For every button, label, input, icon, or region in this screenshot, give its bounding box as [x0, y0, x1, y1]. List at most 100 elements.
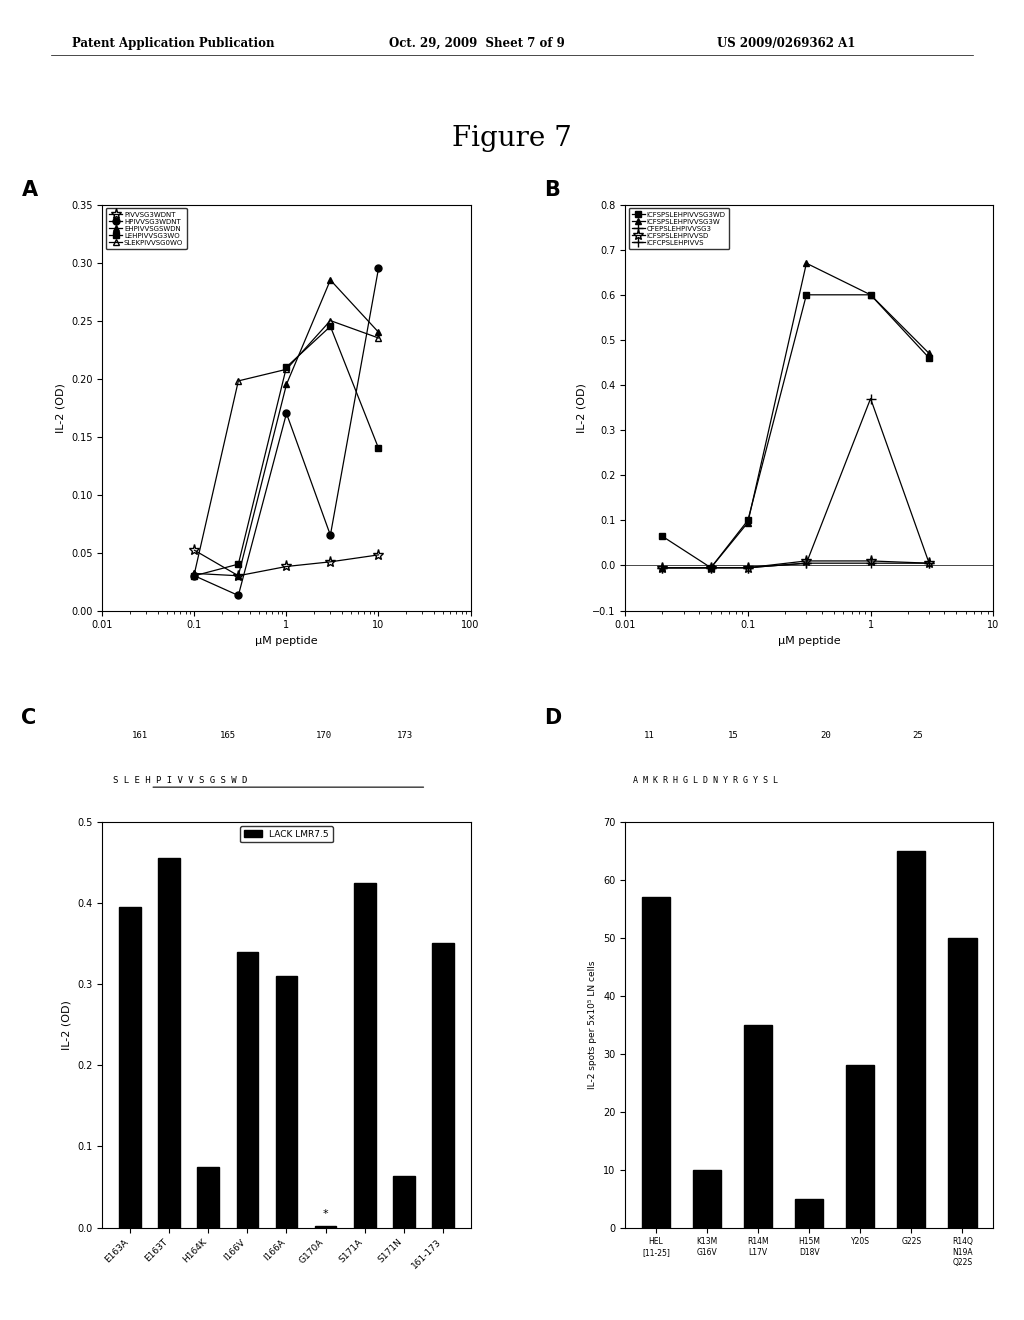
- Text: 173: 173: [397, 731, 413, 741]
- Text: C: C: [22, 708, 37, 729]
- SLEKPIVVSG0WO: [232, 374, 245, 389]
- Text: 15: 15: [728, 731, 739, 741]
- Bar: [897, 850, 926, 1228]
- ICFSPSLEHPIVVSG3WD: [656, 528, 669, 544]
- SLEKPIVVSG0WO: [281, 362, 293, 378]
- Text: Figure 7: Figure 7: [452, 125, 572, 152]
- Text: 161: 161: [132, 731, 148, 741]
- ICFSPSLEHPIVVSG3WD: [705, 560, 717, 576]
- Line: HPIVVSG3WDNT: HPIVVSG3WDNT: [190, 265, 382, 599]
- PIVVSG3WDNT: [232, 568, 245, 583]
- HPIVVSG3WDNT: [325, 527, 337, 543]
- ICFCPSLEHPIVVS: [741, 560, 754, 576]
- LEHPIVVSG3WO: [373, 441, 385, 457]
- Legend: PIVVSG3WDNT, HPIVVSG3WDNT, EHPIVVSGSWDN, LEHPIVVSG3WO, SLEKPIVVSG0WO: PIVVSG3WDNT, HPIVVSG3WDNT, EHPIVVSGSWDN,…: [105, 209, 186, 249]
- Bar: [275, 975, 297, 1228]
- Bar: [354, 883, 376, 1228]
- ICFSPSLEHPIVVSG3W: [741, 515, 754, 531]
- ICFSPSLEHPIVVSG3WD: [864, 286, 877, 302]
- CFEPSLEHPIVVSG3: [741, 560, 754, 576]
- ICFSPSLEHPIVVSD: [923, 556, 935, 572]
- Line: ICFSPSLEHPIVVSD: ICFSPSLEHPIVVSD: [656, 556, 935, 573]
- Legend: ICFSPSLEHPIVVSG3WD, ICFSPSLEHPIVVSG3W, CFEPSLEHPIVVSG3, ICFSPSLEHPIVVSD, ICFCPSL: ICFSPSLEHPIVVSG3WD, ICFSPSLEHPIVVSG3W, C…: [629, 209, 729, 249]
- Text: 20: 20: [820, 731, 831, 741]
- Text: B: B: [544, 181, 560, 201]
- ICFSPSLEHPIVVSD: [705, 560, 717, 576]
- ICFSPSLEHPIVVSD: [741, 560, 754, 576]
- Text: 25: 25: [912, 731, 923, 741]
- ICFSPSLEHPIVVSG3WD: [801, 286, 813, 302]
- Line: LEHPIVVSG3WO: LEHPIVVSG3WO: [190, 323, 382, 579]
- Line: SLEKPIVVSG0WO: SLEKPIVVSG0WO: [190, 317, 382, 577]
- ICFSPSLEHPIVVSG3W: [923, 346, 935, 362]
- Text: A M K R H G L D N Y R G Y S L: A M K R H G L D N Y R G Y S L: [633, 776, 777, 785]
- Text: 165: 165: [220, 731, 237, 741]
- ICFSPSLEHPIVVSG3WD: [741, 512, 754, 528]
- EHPIVVSGSWDN: [373, 325, 385, 341]
- Text: *: *: [323, 1209, 329, 1220]
- Text: D: D: [544, 708, 561, 729]
- ICFSPSLEHPIVVSG3WD: [923, 350, 935, 366]
- X-axis label: μM peptide: μM peptide: [778, 636, 841, 645]
- SLEKPIVVSG0WO: [325, 313, 337, 329]
- EHPIVVSGSWDN: [281, 376, 293, 392]
- Line: CFEPSLEHPIVVSG3: CFEPSLEHPIVVSG3: [657, 558, 934, 573]
- ICFSPSLEHPIVVSD: [801, 553, 813, 569]
- CFEPSLEHPIVVSG3: [864, 556, 877, 572]
- Bar: [393, 1176, 415, 1228]
- ICFSPSLEHPIVVSG3W: [705, 560, 717, 576]
- Bar: [159, 858, 180, 1228]
- CFEPSLEHPIVVSG3: [801, 556, 813, 572]
- HPIVVSG3WDNT: [232, 587, 245, 603]
- ICFCPSLEHPIVVS: [923, 556, 935, 572]
- PIVVSG3WDNT: [281, 558, 293, 574]
- Line: ICFSPSLEHPIVVSG3WD: ICFSPSLEHPIVVSG3WD: [658, 292, 933, 572]
- ICFSPSLEHPIVVSD: [864, 553, 877, 569]
- ICFCPSLEHPIVVS: [801, 556, 813, 572]
- Y-axis label: IL-2 (OD): IL-2 (OD): [55, 383, 66, 433]
- Line: PIVVSG3WDNT: PIVVSG3WDNT: [188, 545, 384, 581]
- Bar: [948, 937, 977, 1228]
- X-axis label: μM peptide: μM peptide: [255, 636, 317, 645]
- Text: 170: 170: [316, 731, 332, 741]
- Text: S L E H P I V V S G S W D: S L E H P I V V S G S W D: [114, 776, 248, 785]
- HPIVVSG3WDNT: [281, 405, 293, 421]
- Y-axis label: IL-2 spots per 5x10⁵ LN cells: IL-2 spots per 5x10⁵ LN cells: [589, 961, 597, 1089]
- Bar: [432, 944, 454, 1228]
- Text: A: A: [22, 181, 38, 201]
- ICFSPSLEHPIVVSG3W: [864, 286, 877, 302]
- HPIVVSG3WDNT: [188, 568, 201, 583]
- EHPIVVSGSWDN: [325, 272, 337, 288]
- PIVVSG3WDNT: [188, 543, 201, 558]
- CFEPSLEHPIVVSG3: [923, 556, 935, 572]
- LEHPIVVSG3WO: [188, 568, 201, 583]
- Bar: [744, 1024, 772, 1228]
- Text: Oct. 29, 2009  Sheet 7 of 9: Oct. 29, 2009 Sheet 7 of 9: [389, 37, 565, 50]
- ICFCPSLEHPIVVS: [705, 560, 717, 576]
- Text: Patent Application Publication: Patent Application Publication: [72, 37, 274, 50]
- CFEPSLEHPIVVSG3: [656, 560, 669, 576]
- Bar: [119, 907, 140, 1228]
- EHPIVVSGSWDN: [188, 565, 201, 581]
- Text: US 2009/0269362 A1: US 2009/0269362 A1: [717, 37, 855, 50]
- Line: ICFCPSLEHPIVVS: ICFCPSLEHPIVVS: [657, 393, 934, 573]
- LEHPIVVSG3WO: [232, 556, 245, 572]
- ICFSPSLEHPIVVSD: [656, 560, 669, 576]
- Bar: [198, 1167, 219, 1228]
- CFEPSLEHPIVVSG3: [705, 560, 717, 576]
- LEHPIVVSG3WO: [325, 318, 337, 334]
- Bar: [846, 1065, 874, 1228]
- SLEKPIVVSG0WO: [373, 330, 385, 346]
- PIVVSG3WDNT: [325, 554, 337, 570]
- ICFCPSLEHPIVVS: [864, 391, 877, 407]
- SLEKPIVVSG0WO: [188, 565, 201, 581]
- Y-axis label: IL-2 (OD): IL-2 (OD): [577, 383, 587, 433]
- Bar: [642, 898, 670, 1228]
- Legend: LACK LMR7.5: LACK LMR7.5: [241, 826, 333, 842]
- Text: 11: 11: [643, 731, 654, 741]
- Line: EHPIVVSGSWDN: EHPIVVSGSWDN: [190, 276, 382, 579]
- ICFSPSLEHPIVVSG3W: [801, 255, 813, 271]
- Line: ICFSPSLEHPIVVSG3W: ICFSPSLEHPIVVSG3W: [658, 260, 933, 572]
- Bar: [314, 1226, 336, 1228]
- Bar: [693, 1170, 721, 1228]
